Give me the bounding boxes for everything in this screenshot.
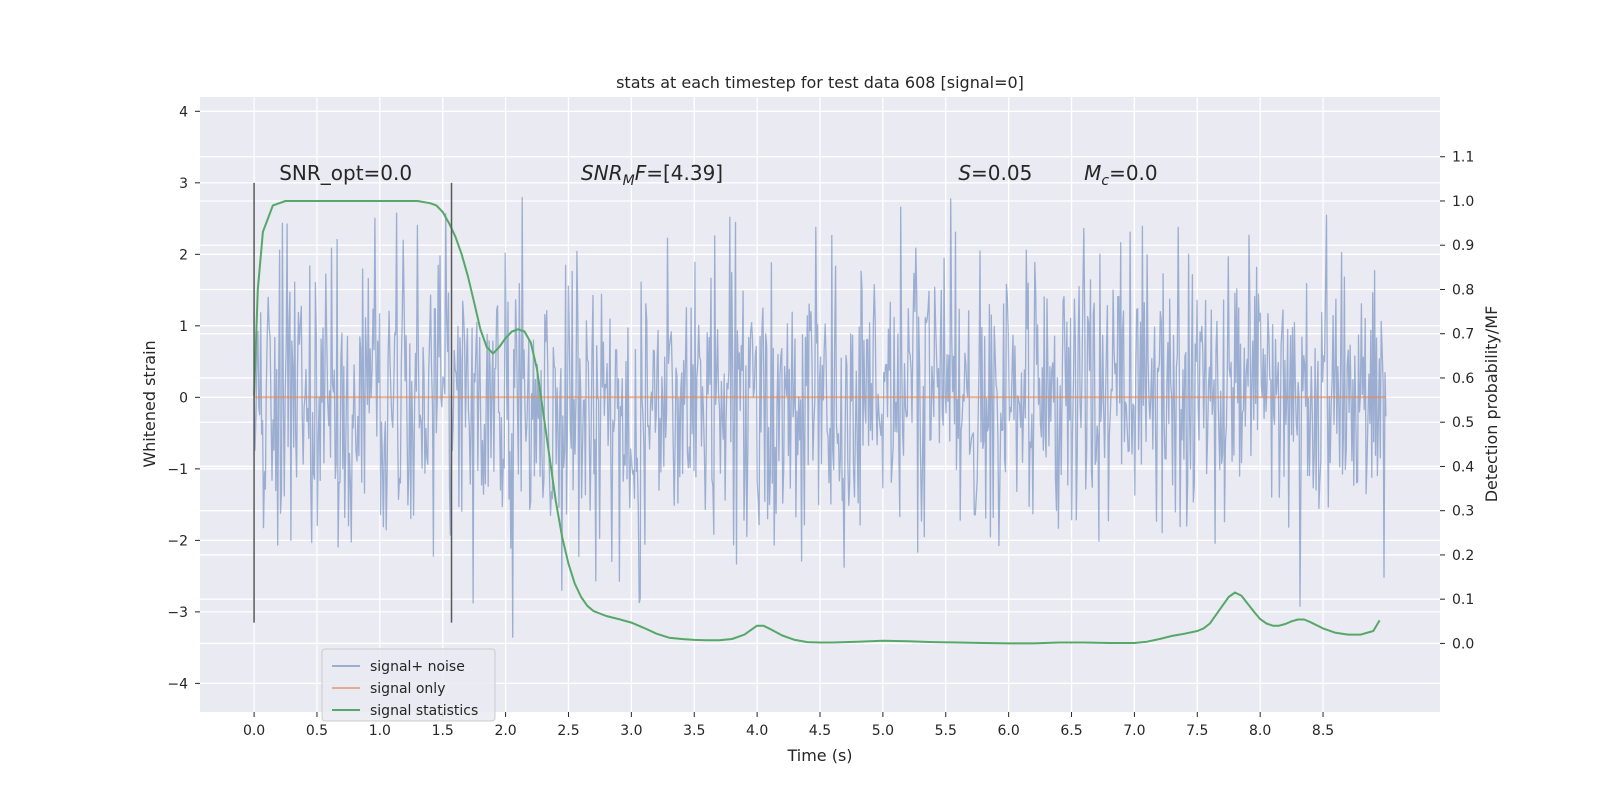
y2-tick-label: 0.3 [1452, 504, 1474, 520]
legend-box [321, 648, 496, 722]
legend: signal+ noise signal only signal statistic… [321, 648, 496, 722]
x-tick-label: 5.0 [872, 723, 894, 739]
x-tick-label: 7.5 [1186, 723, 1208, 739]
y-tick-label: −3 [167, 605, 188, 621]
x-tick-label: 3.5 [683, 723, 705, 739]
x-tick-label: 7.0 [1123, 723, 1145, 739]
marker-lines [253, 182, 453, 623]
series-line-signal-noise [253, 196, 1387, 638]
x-tick-label: 0.5 [306, 723, 328, 739]
y2-tick-label: 0.7 [1452, 327, 1474, 343]
y2-tick-label: 0.6 [1452, 371, 1474, 387]
x-tick-label: 2.0 [494, 723, 516, 739]
y2-tick-label: 0.4 [1452, 459, 1474, 475]
y2-tick-label: 1.1 [1452, 150, 1474, 166]
y2-tick-label: 0.2 [1452, 548, 1474, 564]
y-tick-label: 1 [179, 319, 188, 335]
y-tick-label: 0 [179, 390, 188, 406]
y-tick-label: −2 [167, 533, 188, 549]
snr-opt-annotation: SNR_opt=0.0 [279, 161, 412, 185]
y2-tick-label: 0.1 [1452, 592, 1474, 608]
legend-label: signal statistics [370, 703, 478, 719]
y2-tick-label: 0.0 [1452, 636, 1474, 652]
x-tick-label: 2.5 [557, 723, 579, 739]
s-annotation: S=0.05 [958, 161, 1032, 185]
series-line-signal-statistics [253, 200, 1381, 645]
x-axis-title: Time (s) [786, 746, 852, 765]
x-tick-label: 8.5 [1312, 723, 1334, 739]
data-series [253, 196, 1387, 645]
y-tick-label: 4 [179, 104, 188, 120]
x-tick-label: 4.0 [746, 723, 768, 739]
y2-tick-label: 0.9 [1452, 238, 1474, 254]
x-tick-label: 1.5 [432, 723, 454, 739]
x-tick-label: 4.5 [809, 723, 831, 739]
legend-label: signal only [370, 681, 445, 697]
chart-title: stats at each timestep for test data 608… [616, 73, 1024, 92]
x-tick-label: 3.0 [620, 723, 642, 739]
y2-tick-label: 0.5 [1452, 415, 1474, 431]
x-tick-label: 5.5 [935, 723, 957, 739]
y-tick-label: 2 [179, 247, 188, 263]
y-axis-title: Whitened strain [140, 340, 159, 467]
axis-ticks: 0.0 0.5 1.0 1.5 2.0 2.5 3.0 3.5 4.0 4.5 5.0 5.5 6.0 6… [167, 104, 1474, 739]
x-tick-label: 8.0 [1249, 723, 1271, 739]
legend-label: signal+ noise [370, 659, 465, 675]
y-tick-label: 3 [179, 176, 188, 192]
y2-axis-title: Detection probability/MF [1482, 306, 1501, 503]
mc-annotation: Mc=0.0 [1084, 161, 1158, 189]
y-tick-label: −1 [167, 462, 188, 478]
annotations: SNR_opt=0.0 SNRMF=[4.39] S=0.05 Mc=0.0 [279, 161, 1157, 189]
x-tick-label: 6.5 [1060, 723, 1082, 739]
x-tick-label: 0.0 [243, 723, 265, 739]
y-tick-label: −4 [167, 676, 188, 692]
snr-mf-annotation: SNRMF=[4.39] [581, 161, 723, 189]
x-tick-label: 6.0 [998, 723, 1020, 739]
x-tick-label: 1.0 [369, 723, 391, 739]
y2-tick-label: 1.0 [1452, 194, 1474, 210]
y2-tick-label: 0.8 [1452, 282, 1474, 298]
